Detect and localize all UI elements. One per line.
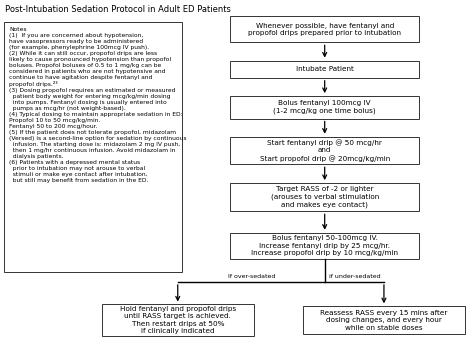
Text: Bolus fentanyl 50-100mcg IV.
Increase fentanyl drip by 25 mcg/hr.
Increase propo: Bolus fentanyl 50-100mcg IV. Increase fe… [251,235,398,256]
FancyBboxPatch shape [230,183,419,211]
FancyBboxPatch shape [230,137,419,164]
Text: Post-Intubation Sedation Protocol in Adult ED Patients: Post-Intubation Sedation Protocol in Adu… [5,5,231,14]
Text: Intubate Patient: Intubate Patient [296,66,354,72]
FancyBboxPatch shape [230,61,419,78]
FancyBboxPatch shape [230,17,419,43]
Text: Bolus fentanyl 100mcg IV
(1-2 mcg/kg one time bolus): Bolus fentanyl 100mcg IV (1-2 mcg/kg one… [273,100,376,114]
FancyBboxPatch shape [303,306,465,334]
Text: Target RASS of -2 or lighter
(arouses to verbal stimulation
and makes eye contac: Target RASS of -2 or lighter (arouses to… [271,186,379,208]
Text: If over-sedated: If over-sedated [228,274,275,279]
FancyBboxPatch shape [230,233,419,259]
Text: Hold fentanyl and propofol drips
until RASS target is achieved.
Then restart dri: Hold fentanyl and propofol drips until R… [119,306,236,334]
Text: Reassess RASS every 15 mins after
dosing changes, and every hour
while on stable: Reassess RASS every 15 mins after dosing… [320,310,447,330]
Text: Whenever possible, have fentanyl and
propofol drips prepared prior to intubation: Whenever possible, have fentanyl and pro… [248,22,401,36]
FancyBboxPatch shape [230,96,419,118]
Text: Notes
(1)  If you are concerned about hypotension,
have vasopressors ready to be: Notes (1) If you are concerned about hyp… [9,27,187,183]
Text: if under-sedated: if under-sedated [328,274,380,279]
FancyBboxPatch shape [4,22,182,272]
Text: Start fentanyl drip @ 50 mcg/hr
and
Start propofol drip @ 20mcg/kg/min: Start fentanyl drip @ 50 mcg/hr and Star… [260,139,390,162]
FancyBboxPatch shape [102,304,254,336]
